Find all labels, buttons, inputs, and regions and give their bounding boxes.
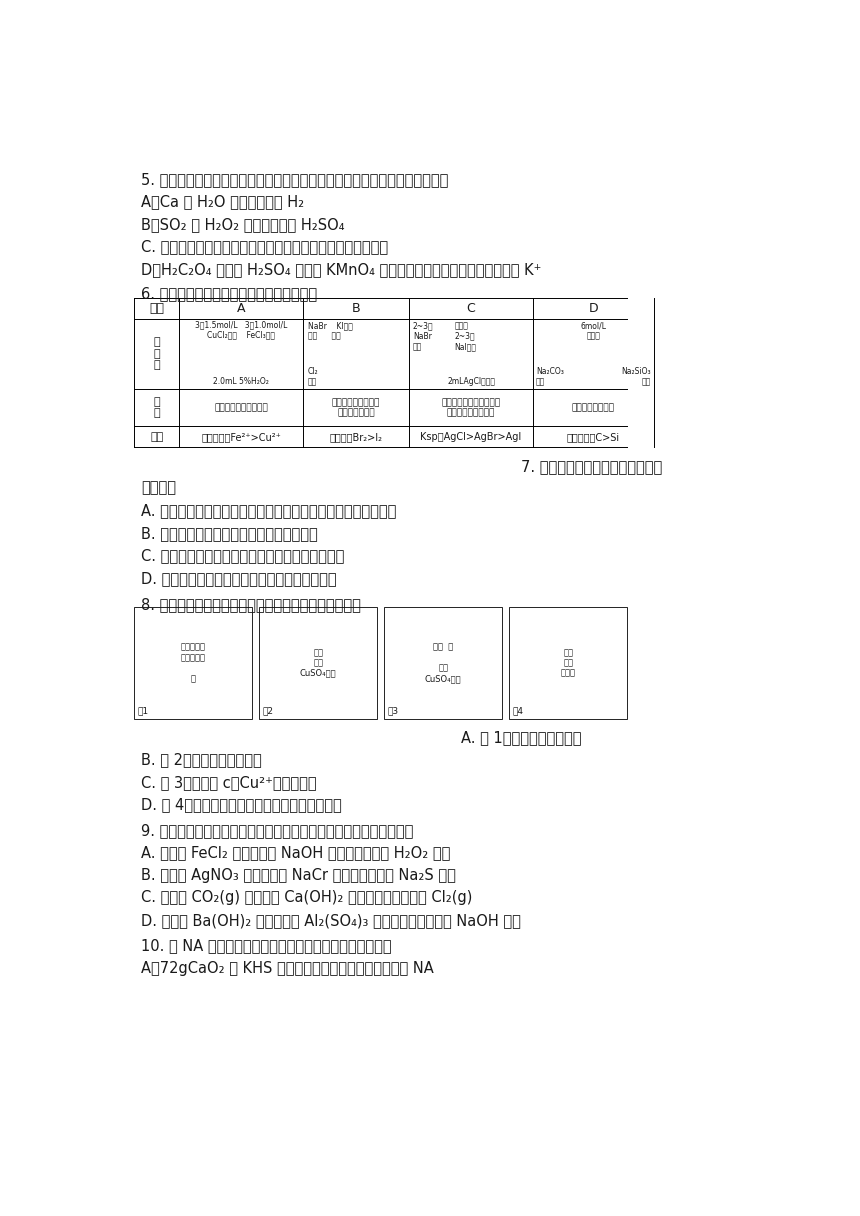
Text: B．SO₂ 和 H₂O₂ 反应可能生成 H₂SO₄: B．SO₂ 和 H₂O₂ 反应可能生成 H₂SO₄ [141, 218, 344, 232]
Text: B. 将少量 AgNO₃ 溶液滴加到 NaCr 溶液中，再滴加 Na₂S 溶液: B. 将少量 AgNO₃ 溶液滴加到 NaCr 溶液中，再滴加 Na₂S 溶液 [141, 868, 456, 883]
Text: 图4: 图4 [513, 706, 524, 715]
Text: C. 生产普通玻璃的主要原料有石灰石、石英和纯碱: C. 生产普通玻璃的主要原料有石灰石、石英和纯碱 [141, 548, 344, 563]
Text: 9. 下列反应中，第一步反应生成的沉淀经第二步反应后质量增加的是: 9. 下列反应中，第一步反应生成的沉淀经第二步反应后质量增加的是 [141, 823, 413, 838]
Text: C: C [467, 302, 476, 315]
Text: D．H₂C₂O₄ 溶液与 H₂SO₄ 酸化的 KMnO₄ 溶液反应，先慢后快，催化剂可能是 K⁺: D．H₂C₂O₄ 溶液与 H₂SO₄ 酸化的 KMnO₄ 溶液反应，先慢后快，催… [141, 261, 541, 277]
Text: 2mLAgCl悬浊液: 2mLAgCl悬浊液 [447, 377, 495, 387]
Text: 左边橡球变橙黄色；
右边橡球变蓝色: 左边橡球变橙黄色； 右边橡球变蓝色 [332, 398, 380, 417]
Text: 试管中液体变混浊: 试管中液体变混浊 [572, 404, 615, 412]
Text: A: A [237, 302, 245, 315]
Text: A. 将少量 FeCl₂ 溶液加入到 NaOH 溶液中，再滴加 H₂O₂ 溶液: A. 将少量 FeCl₂ 溶液加入到 NaOH 溶液中，再滴加 H₂O₂ 溶液 [141, 845, 450, 861]
Bar [384, 607, 502, 719]
Bar [509, 607, 628, 719]
Bar [259, 607, 378, 719]
Text: 右边试管产生气泡较快: 右边试管产生气泡较快 [214, 404, 268, 412]
Text: 电源
石墨
输油管: 电源 石墨 输油管 [561, 648, 575, 677]
Text: Ksp：AgCl>AgBr>AgI: Ksp：AgCl>AgBr>AgI [421, 432, 522, 441]
Text: 图1: 图1 [138, 706, 149, 715]
Text: 8. 下列有关电化学在生产、生活中的应用分析正确的是: 8. 下列有关电化学在生产、生活中的应用分析正确的是 [141, 597, 360, 612]
Text: 销片
鐵件
CuSO₄溶液: 销片 鐵件 CuSO₄溶液 [300, 648, 336, 677]
Text: 6. 由下列实验现象一定能得出相应结论的是: 6. 由下列实验现象一定能得出相应结论的是 [141, 287, 317, 302]
Text: C. 图 3：溶液中 c（Cu²⁺）保持不变: C. 图 3：溶液中 c（Cu²⁺）保持不变 [141, 775, 316, 790]
Text: D: D [588, 302, 599, 315]
Text: B. 图 2：可以在铁件上镀铜: B. 图 2：可以在铁件上镀铜 [141, 753, 261, 767]
Text: D. 图 4：将输油管与电源负极相连可以防止腐蚀: D. 图 4：将输油管与电源负极相连可以防止腐蚀 [141, 798, 341, 812]
Text: B: B [352, 302, 360, 315]
Text: D. 在高炉炼铁的反应中，焦炭为铁矿石的还原剂: D. 在高炉炼铁的反应中，焦炭为铁矿石的还原剂 [141, 572, 336, 586]
Text: 图2: 图2 [262, 706, 273, 715]
Text: Cl₂
橡球: Cl₂ 橡球 [308, 367, 319, 387]
Text: A. 工业上，用焦炭在电炉中还原二氧化硅得到含少量杂质的粗硅: A. 工业上，用焦炭在电炉中还原二氧化硅得到含少量杂质的粗硅 [141, 503, 396, 518]
Text: 2.0mL 5%H₂O₂: 2.0mL 5%H₂O₂ [213, 377, 269, 387]
Text: 非金属性：C>Si: 非金属性：C>Si [567, 432, 620, 441]
Text: B. 氯碱工业中所用的交换膜为阳离子交换膜: B. 氯碱工业中所用的交换膜为阳离子交换膜 [141, 527, 317, 541]
Text: 3滴1.5mol/L   3滴1.0mol/L
CuCl₂溶液    FeCl₃溶液: 3滴1.5mol/L 3滴1.0mol/L CuCl₂溶液 FeCl₃溶液 [195, 321, 287, 339]
Text: 结论: 结论 [150, 432, 163, 441]
Text: A．Ca 与 H₂O 反应可能生成 H₂: A．Ca 与 H₂O 反应可能生成 H₂ [141, 195, 304, 209]
Text: 军碎的是: 军碎的是 [141, 480, 175, 495]
Text: 现
象: 现 象 [153, 396, 160, 418]
Text: NaBr    KI淀粉
溶液      溶液: NaBr KI淀粉 溶液 溶液 [308, 321, 353, 340]
Text: 2~3滴
NaBr
溶液: 2~3滴 NaBr 溶液 [413, 321, 433, 351]
Text: 含有电解质
溶液的鐵钉

水: 含有电解质 溶液的鐵钉 水 [181, 643, 206, 683]
Text: 选项: 选项 [150, 302, 164, 315]
Text: A．72gCaO₂ 与 KHS 的混合物中含有的阴离子的数目为 NA: A．72gCaO₂ 与 KHS 的混合物中含有的阴离子的数目为 NA [141, 961, 433, 975]
Text: D. 将少量 Ba(OH)₂ 溶液滴加到 Al₂(SO₄)₃ 溶液中，再加入过量 NaOH 溶液: D. 将少量 Ba(OH)₂ 溶液滴加到 Al₂(SO₄)₃ 溶液中，再加入过量… [141, 913, 520, 928]
Text: C. 浓硫酸与乙醇在一定条件下反应产生的黑色质可能是碳单质: C. 浓硫酸与乙醇在一定条件下反应产生的黑色质可能是碳单质 [141, 240, 388, 254]
Text: Na₂CO₃
粉末: Na₂CO₃ 粉末 [536, 367, 564, 387]
Text: 催化活性：Fe²⁺>Cu²⁺: 催化活性：Fe²⁺>Cu²⁺ [201, 432, 281, 441]
Text: 6mol/L
稀盐酸: 6mol/L 稀盐酸 [580, 321, 606, 340]
Text: 5. 猜想与假设是基于部分证据得出的不确定结论。下列猜想与假设不合理的是: 5. 猜想与假设是基于部分证据得出的不确定结论。下列猜想与假设不合理的是 [141, 173, 448, 187]
Text: 销棒  鐵

鐵件
CuSO₄溶液: 销棒 鐵 鐵件 CuSO₄溶液 [425, 643, 462, 683]
Text: 7. 下列关于工业生产的说法中，不: 7. 下列关于工业生产的说法中，不 [521, 460, 662, 474]
Text: Na₂SiO₃
溶液: Na₂SiO₃ 溶液 [621, 367, 651, 387]
Text: 图3: 图3 [387, 706, 398, 715]
Text: 氧化性：Br₂>I₂: 氧化性：Br₂>I₂ [329, 432, 383, 441]
Text: 10. 用 NA 表示阿伏伽德罗常数的值，下列叙述不正确的是: 10. 用 NA 表示阿伏伽德罗常数的值，下列叙述不正确的是 [141, 938, 391, 953]
Bar [134, 607, 253, 719]
Text: A. 图 1：铁钉发生析氢腐蚀: A. 图 1：铁钉发生析氢腐蚀 [461, 730, 581, 745]
Text: 装
置
图: 装 置 图 [153, 337, 160, 371]
Text: 试管中先出现沉淠黄色固
体，后出现黄色固体: 试管中先出现沉淠黄色固 体，后出现黄色固体 [441, 398, 501, 417]
Text: 再滴入
2~3滴
NaI溶液: 再滴入 2~3滴 NaI溶液 [455, 321, 476, 351]
Text: C. 将少量 CO₂(g) 通入饱和 Ca(OH)₂ 溶液中，再通入过量 Cl₂(g): C. 将少量 CO₂(g) 通入饱和 Ca(OH)₂ 溶液中，再通入过量 Cl₂… [141, 890, 472, 905]
